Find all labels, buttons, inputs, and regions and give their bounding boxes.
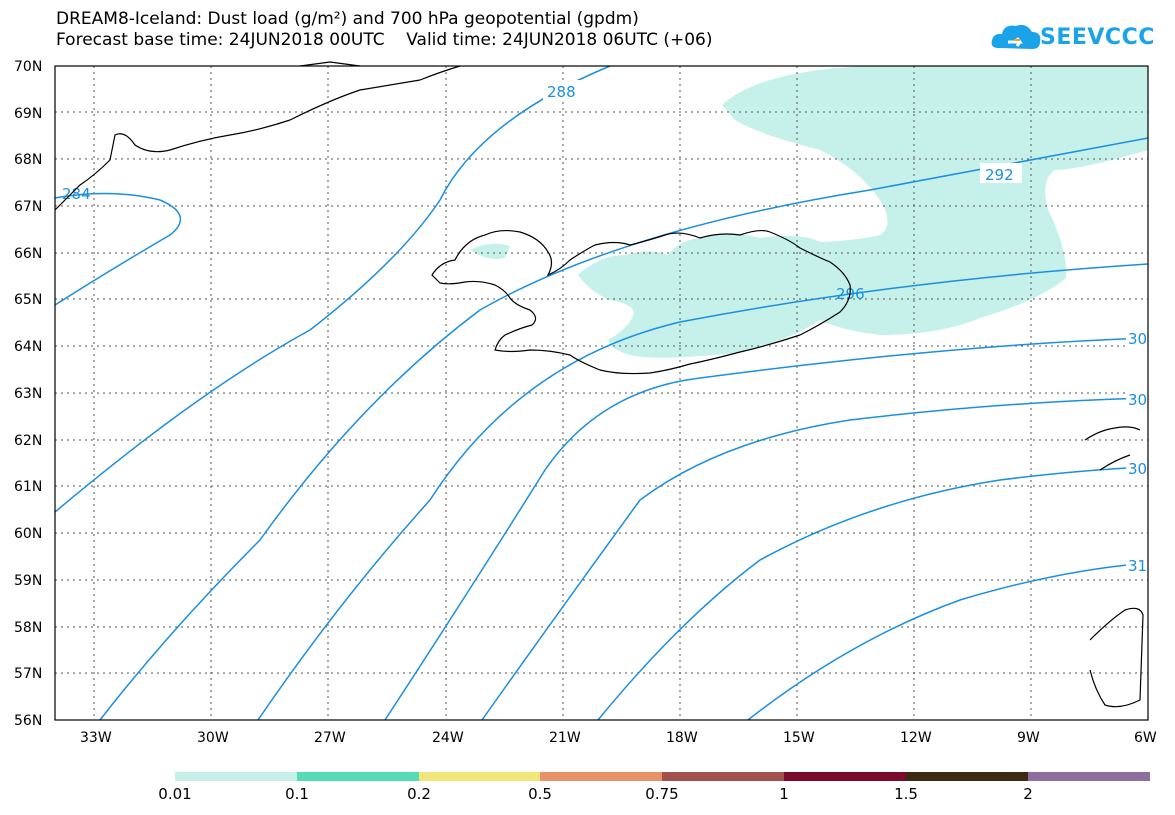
legend-label: 0.01 <box>158 785 192 803</box>
lon-label: 9W <box>1017 730 1040 746</box>
lon-label: 12W <box>900 730 932 746</box>
lat-label: 69N <box>14 106 42 122</box>
lon-label: 33W <box>80 730 112 746</box>
legend-label: 2 <box>1023 785 1033 803</box>
lat-label: 56N <box>14 713 42 729</box>
legend-swatch <box>906 772 1028 781</box>
contour-label: 284 <box>62 185 91 203</box>
lon-label: 30W <box>197 730 229 746</box>
lat-label: 66N <box>14 246 42 262</box>
contour-label: 288 <box>547 83 576 101</box>
color-legend: 0.01 0.1 0.2 0.5 0.75 1 1.5 2 <box>158 772 1150 812</box>
legend-swatch <box>540 772 662 781</box>
dust-area <box>578 66 1148 358</box>
lat-label: 68N <box>14 152 42 168</box>
contour-labels: 288 292 296 30 30 30 31 284 <box>62 80 1148 575</box>
legend-swatch <box>297 772 419 781</box>
legend-label: 0.2 <box>407 785 431 803</box>
lon-label: 18W <box>666 730 698 746</box>
cloud-logo-icon <box>991 24 1041 49</box>
contour-label: 30 <box>1128 391 1147 409</box>
lon-label: 24W <box>432 730 464 746</box>
legend-label: 0.75 <box>645 785 679 803</box>
lat-label: 61N <box>14 479 42 495</box>
lat-label: 59N <box>14 573 42 589</box>
chart-title: DREAM8-Iceland: Dust load (g/m²) and 700… <box>56 9 639 29</box>
lat-label: 63N <box>14 386 42 402</box>
lat-label: 70N <box>14 59 42 75</box>
lon-label: 6W <box>1134 730 1157 746</box>
contour-label: 292 <box>985 166 1014 184</box>
lat-label: 60N <box>14 526 42 542</box>
geopotential-contours <box>54 65 1149 721</box>
coastlines <box>54 61 1144 708</box>
lat-labels: 70N 69N 68N 67N 66N 65N 64N 63N 62N 61N … <box>14 59 42 729</box>
lat-label: 57N <box>14 666 42 682</box>
lat-label: 62N <box>14 433 42 449</box>
legend-label: 1 <box>779 785 789 803</box>
lon-label: 21W <box>549 730 581 746</box>
contour-label: 31 <box>1128 557 1147 575</box>
legend-label: 0.5 <box>528 785 552 803</box>
legend-label: 1.5 <box>894 785 918 803</box>
legend-swatch <box>784 772 906 781</box>
legend-swatch <box>419 772 540 781</box>
contour-label: 30 <box>1128 330 1147 348</box>
lat-label: 58N <box>14 620 42 636</box>
legend-label: 0.1 <box>285 785 309 803</box>
logo-text: SEEVCCC <box>1040 25 1155 50</box>
lon-labels: 33W 30W 27W 24W 21W 18W 15W 12W 9W 6W <box>80 730 1157 746</box>
lat-label: 65N <box>14 292 42 308</box>
contour-label: 30 <box>1128 460 1147 478</box>
lat-label: 67N <box>14 199 42 215</box>
chart-subtitle: Forecast base time: 24JUN2018 00UTC Vali… <box>56 30 713 50</box>
lon-label: 15W <box>783 730 815 746</box>
legend-swatch <box>662 772 784 781</box>
legend-swatch <box>1028 772 1150 781</box>
lat-label: 64N <box>14 339 42 355</box>
lon-label: 27W <box>314 730 346 746</box>
legend-swatch <box>175 772 297 781</box>
